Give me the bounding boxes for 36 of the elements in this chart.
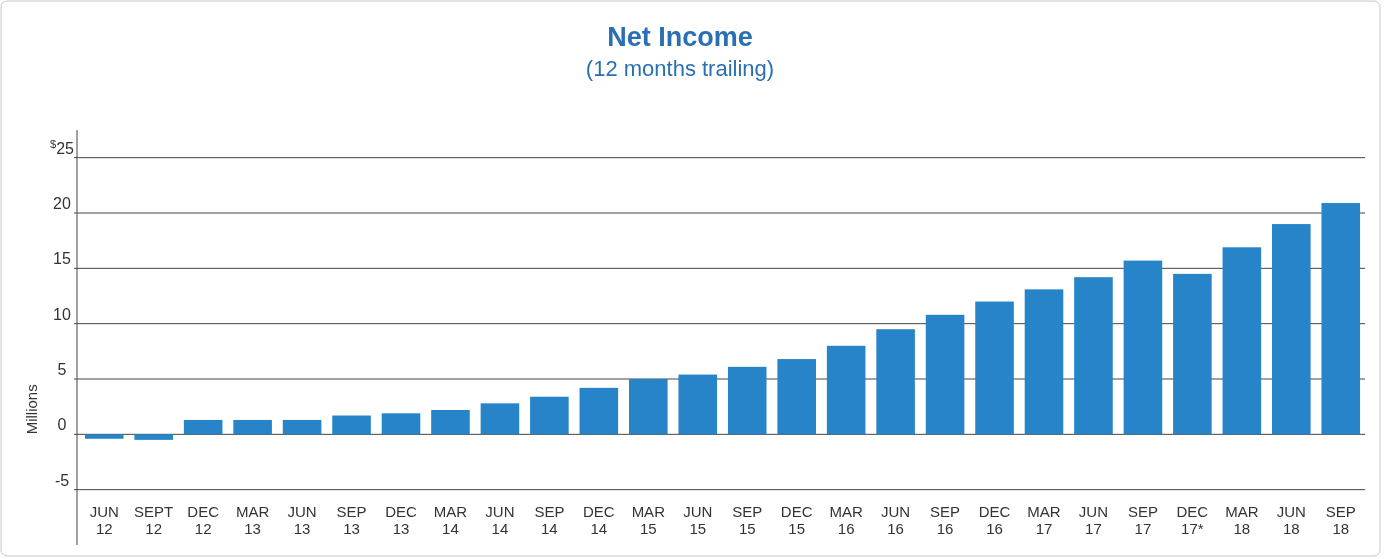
y-tick-label: $^{$}$25 [49,137,75,157]
y-tick-label: 15 [53,250,71,268]
x-tick-label: MAR 16 [829,503,863,537]
x-tick-label: MAR 17 [1027,503,1061,537]
x-tick-label: DEC 12 [187,503,220,537]
x-tick-label: JUN 16 [881,503,911,537]
x-tick-label: SEPT 12 [134,503,174,537]
x-tick-label: JUN 17 [1078,503,1109,537]
x-tick-label: SEP 13 [336,503,367,537]
x-tick-label: DEC 17* [1176,503,1209,537]
x-tick-label: MAR 18 [1225,503,1259,537]
y-tick-label: -5 [54,471,70,489]
x-tick-label: DEC 15 [780,503,813,537]
x-tick-label: SEP 17 [1127,503,1158,537]
x-tick-label: DEC 16 [978,503,1011,537]
chart-title: Net Income [607,22,753,52]
x-tick-label: DEC 14 [583,503,615,537]
x-tick-label: JUN 12 [89,503,119,537]
y-tick-label: 20 [53,195,71,212]
x-tick-label: MAR 15 [631,503,666,537]
x-tick-label: MAR 14 [433,503,468,537]
y-axis-title: Millions [23,384,40,435]
x-tick-label: DEC 13 [385,503,417,537]
x-tick-label: JUN 18 [1276,503,1306,537]
x-tick-label: SEP 14 [534,503,565,537]
x-tick-label: SEP 16 [930,503,961,537]
x-tick-label: SEP 15 [732,503,763,537]
x-tick-label: SEP 18 [1325,503,1356,537]
y-tick-label: 5 [57,361,67,378]
x-tick-label: MAR 13 [235,503,270,537]
y-tick-label: 0 [57,416,67,434]
chart-subtitle: (12 months trailing) [585,56,775,81]
x-tick-label: JUN 14 [485,503,515,537]
y-tick-label: 10 [53,305,71,323]
x-tick-label: JUN 15 [683,503,713,537]
x-tick-label: JUN 13 [287,503,317,537]
